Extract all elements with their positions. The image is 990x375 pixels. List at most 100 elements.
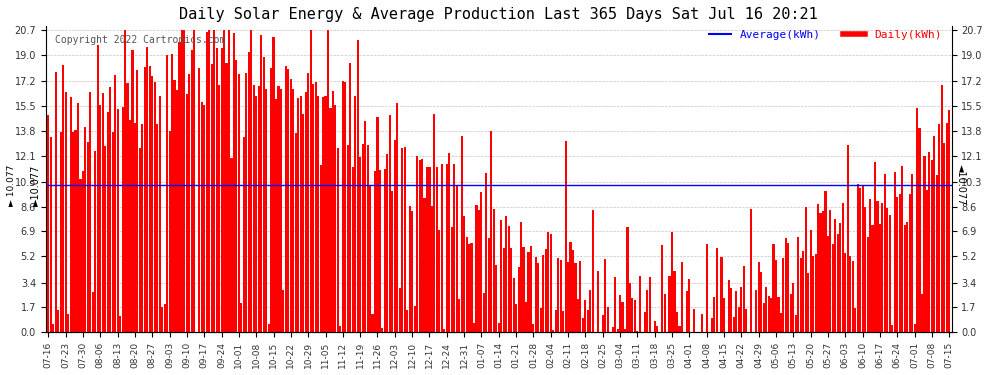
Bar [844, 253, 846, 332]
Bar [648, 277, 650, 332]
Bar [861, 186, 863, 332]
Bar [637, 331, 639, 332]
Bar [547, 232, 549, 332]
Bar [468, 244, 470, 332]
Bar [62, 64, 64, 332]
Bar [711, 318, 713, 332]
Bar [354, 96, 356, 332]
Bar [939, 124, 940, 332]
Bar [226, 63, 228, 332]
Bar [540, 308, 542, 332]
Bar [480, 192, 482, 332]
Bar [686, 291, 688, 332]
Bar [840, 224, 842, 332]
Bar [785, 237, 787, 332]
Bar [701, 314, 703, 332]
Bar [386, 154, 388, 332]
Bar [465, 237, 467, 332]
Bar [139, 148, 141, 332]
Bar [287, 69, 289, 332]
Bar [582, 318, 584, 332]
Bar [340, 326, 342, 332]
Bar [817, 204, 819, 332]
Bar [822, 211, 824, 332]
Bar [924, 156, 926, 332]
Bar [439, 230, 441, 332]
Bar [48, 116, 50, 332]
Bar [589, 290, 591, 332]
Bar [345, 82, 346, 332]
Bar [335, 105, 337, 332]
Bar [716, 248, 718, 332]
Bar [493, 209, 495, 332]
Bar [936, 176, 938, 332]
Bar [250, 30, 252, 332]
Bar [830, 210, 832, 332]
Bar [161, 307, 163, 332]
Bar [579, 261, 581, 332]
Bar [203, 105, 205, 332]
Text: ► 10.077: ► 10.077 [7, 165, 16, 206]
Bar [92, 292, 94, 332]
Bar [478, 210, 480, 332]
Bar [300, 96, 302, 332]
Bar [158, 96, 160, 332]
Bar [275, 99, 277, 332]
Bar [156, 124, 158, 332]
Bar [361, 144, 363, 332]
Bar [562, 311, 564, 332]
Bar [409, 206, 411, 332]
Bar [495, 265, 497, 332]
Bar [733, 316, 735, 332]
Bar [211, 64, 213, 332]
Bar [775, 260, 777, 332]
Bar [94, 152, 96, 332]
Bar [832, 244, 834, 332]
Bar [869, 200, 871, 332]
Bar [411, 211, 413, 332]
Bar [223, 30, 225, 332]
Bar [681, 262, 683, 332]
Bar [346, 146, 348, 332]
Bar [656, 326, 658, 332]
Bar [760, 272, 762, 332]
Bar [485, 173, 487, 332]
Bar [634, 300, 636, 332]
Bar [243, 136, 245, 332]
Bar [564, 141, 566, 332]
Bar [320, 165, 322, 332]
Bar [416, 156, 418, 332]
Bar [241, 303, 243, 332]
Bar [183, 30, 185, 332]
Bar [178, 42, 180, 332]
Bar [342, 81, 344, 332]
Bar [148, 66, 150, 332]
Bar [851, 261, 853, 332]
Bar [434, 114, 436, 332]
Bar [163, 304, 165, 332]
Bar [528, 252, 530, 332]
Bar [520, 222, 522, 332]
Bar [176, 90, 178, 332]
Bar [518, 267, 520, 332]
Bar [617, 329, 619, 332]
Bar [934, 136, 936, 332]
Bar [208, 30, 210, 332]
Bar [421, 159, 423, 332]
Bar [572, 251, 574, 332]
Bar [859, 188, 861, 332]
Bar [297, 98, 299, 332]
Bar [117, 109, 119, 332]
Bar [453, 164, 455, 332]
Bar [134, 123, 136, 332]
Bar [153, 82, 155, 332]
Bar [943, 143, 945, 332]
Bar [538, 262, 540, 332]
Bar [530, 246, 532, 332]
Bar [394, 140, 396, 332]
Bar [327, 30, 329, 332]
Bar [312, 84, 314, 332]
Bar [653, 321, 655, 332]
Bar [379, 170, 381, 332]
Bar [731, 288, 733, 332]
